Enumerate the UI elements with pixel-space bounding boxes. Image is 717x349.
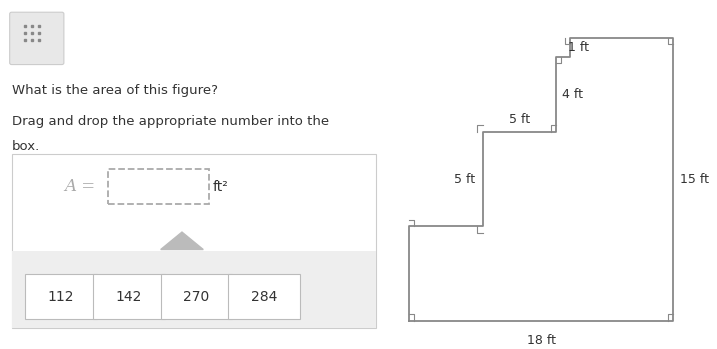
FancyBboxPatch shape bbox=[229, 274, 300, 319]
Bar bbox=[11, 251, 376, 328]
Text: 270: 270 bbox=[184, 290, 209, 304]
Text: Drag and drop the appropriate number into the: Drag and drop the appropriate number int… bbox=[11, 115, 328, 128]
Text: 15 ft: 15 ft bbox=[680, 173, 709, 186]
Text: 112: 112 bbox=[48, 290, 75, 304]
Polygon shape bbox=[161, 232, 204, 250]
Text: 4 ft: 4 ft bbox=[561, 88, 583, 101]
Text: 284: 284 bbox=[251, 290, 277, 304]
Bar bbox=[108, 169, 209, 204]
Text: 1 ft: 1 ft bbox=[568, 41, 589, 54]
FancyBboxPatch shape bbox=[11, 154, 376, 328]
Text: 5 ft: 5 ft bbox=[454, 173, 475, 186]
FancyBboxPatch shape bbox=[93, 274, 165, 319]
Text: 18 ft: 18 ft bbox=[527, 334, 556, 347]
FancyBboxPatch shape bbox=[161, 274, 232, 319]
Text: 142: 142 bbox=[115, 290, 142, 304]
FancyBboxPatch shape bbox=[25, 274, 97, 319]
Text: 5 ft: 5 ft bbox=[508, 113, 530, 126]
Text: ft²: ft² bbox=[213, 180, 229, 194]
Text: box.: box. bbox=[11, 140, 40, 153]
Text: A =: A = bbox=[65, 178, 100, 195]
Text: What is the area of this figure?: What is the area of this figure? bbox=[11, 84, 218, 97]
FancyBboxPatch shape bbox=[9, 12, 64, 65]
